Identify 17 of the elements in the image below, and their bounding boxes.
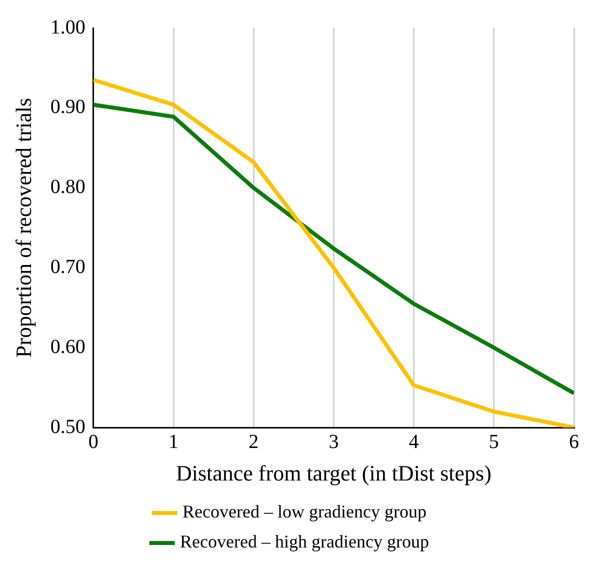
x-tick-label: 0	[88, 430, 98, 453]
y-tick-label: 0.60	[50, 336, 86, 358]
x-tick-label: 3	[328, 430, 339, 453]
y-tick-label: 0.80	[50, 176, 86, 198]
y-tick-label: 0.50	[50, 416, 86, 438]
y-tick-label: 1.00	[50, 16, 86, 38]
y-tick-label: 0.70	[50, 256, 86, 278]
x-tick-label: 5	[488, 430, 499, 453]
legend-label: Recovered – high gradiency group	[180, 532, 429, 552]
legend-label: Recovered – low gradiency group	[182, 502, 426, 522]
y-axis-title: Proportion of recovered trials	[10, 98, 36, 358]
x-tick-label: 4	[408, 430, 419, 453]
y-tick-label: 0.90	[50, 96, 86, 118]
x-tick-label: 6	[569, 430, 579, 453]
x-tick-label: 1	[168, 430, 178, 453]
x-axis-title: Distance from target (in tDist steps)	[176, 460, 492, 486]
x-tick-label: 2	[248, 430, 259, 453]
